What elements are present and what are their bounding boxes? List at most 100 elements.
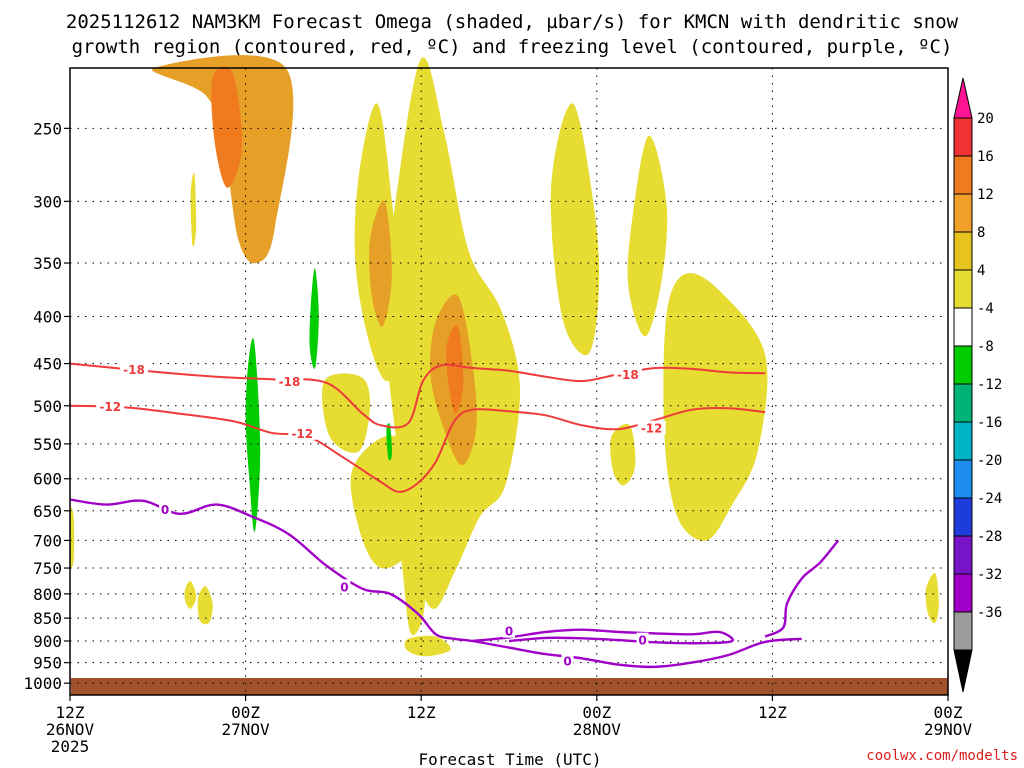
omega-region-mid-east-2 bbox=[663, 273, 768, 541]
omega-region-near-surface bbox=[404, 635, 451, 657]
colorbar-segment-4 bbox=[953, 269, 973, 309]
contour-label-bg-6 bbox=[159, 501, 172, 516]
omega-region-mid-center bbox=[322, 373, 371, 453]
y-tick-label-600: 600 bbox=[33, 470, 62, 489]
y-tick-label-450: 450 bbox=[33, 355, 62, 374]
contour-0b bbox=[472, 628, 734, 645]
colorbar-segment-9 bbox=[953, 459, 973, 499]
x-tick-label-3-2: 28NOV bbox=[573, 720, 622, 739]
colorbar-label-8: -16 bbox=[977, 415, 1002, 431]
omega-region-east-small bbox=[610, 423, 636, 486]
contour-label-5: -12 bbox=[641, 422, 663, 436]
credit-text: coolwx.com/modelts bbox=[866, 748, 1018, 764]
colorbar-label-1: 16 bbox=[977, 149, 994, 165]
omega-region-upper-left-sliver bbox=[190, 172, 197, 247]
x-tick-label-0-1: 12Z bbox=[56, 703, 85, 722]
contour-label-bg-7 bbox=[338, 579, 351, 594]
colorbar-label-3: 8 bbox=[977, 225, 985, 241]
contour-labels-layer: -18 -18 -18 -12 -12 -12 0 0 0 0 0 bbox=[96, 361, 666, 669]
y-tick-label-700: 700 bbox=[33, 531, 62, 550]
colorbar: 20 16 12 8 4 -4 -8 -12 -16 -20 -24 -28 -32 -36 bbox=[953, 77, 1002, 693]
y-tick-label-550: 550 bbox=[33, 435, 62, 454]
x-tick-label-1-1: 00Z bbox=[231, 703, 260, 722]
omega-region-plume-upper bbox=[369, 200, 392, 327]
x-axis-label: Forecast Time (UTC) bbox=[418, 750, 601, 768]
y-tick-label-1000: 1000 bbox=[23, 674, 62, 693]
x-tick-label-0-3: 2025 bbox=[51, 737, 90, 756]
colorbar-arrow-bottom bbox=[953, 649, 973, 693]
colorbar-label-4: 4 bbox=[977, 263, 985, 279]
omega-region-plume-core-strong bbox=[446, 324, 464, 414]
y-tick-label-250: 250 bbox=[33, 119, 62, 138]
contour-label-6: 0 bbox=[161, 503, 169, 517]
omega-region-sinking-2 bbox=[309, 268, 319, 369]
omega-region-upper-rising-core bbox=[151, 55, 294, 264]
colorbar-segment-7 bbox=[953, 383, 973, 423]
contour-label-7: 0 bbox=[340, 580, 348, 594]
colorbar-label-0: 20 bbox=[977, 111, 994, 127]
x-tick-label-5-1: 00Z bbox=[934, 703, 963, 722]
x-tick-label-2-1: 12Z bbox=[407, 703, 436, 722]
contour-0 bbox=[69, 498, 802, 669]
omega-region-left-small-2 bbox=[197, 586, 213, 625]
contour-label-bg-4 bbox=[288, 425, 317, 440]
colorbar-segment-6 bbox=[953, 345, 973, 385]
terrain-band bbox=[71, 678, 948, 695]
y-tick-label-500: 500 bbox=[33, 397, 62, 416]
colorbar-segment-11 bbox=[953, 535, 973, 575]
plot-frame bbox=[69, 67, 949, 696]
contour-label-bg-0 bbox=[120, 361, 149, 376]
omega-region-mid-east-3 bbox=[550, 103, 600, 356]
contour-label-bg-5 bbox=[637, 420, 666, 435]
colorbar-label-13: -36 bbox=[977, 605, 1002, 621]
contour-label-8: 0 bbox=[505, 625, 513, 639]
colorbar-label-10: -24 bbox=[977, 491, 1002, 507]
y-tick-label-900: 900 bbox=[33, 632, 62, 651]
contour-label-3: -12 bbox=[99, 400, 121, 414]
colorbar-label-5: -4 bbox=[977, 301, 994, 317]
x-tick-label-1-2: 27NOV bbox=[222, 720, 271, 739]
y-axis-ticks: 250 300 350 400 450 500 550 600 650 700 750 800 850 9… bbox=[23, 119, 70, 693]
contour-label-2: -18 bbox=[617, 368, 639, 382]
omega-region-upper-rising-strong bbox=[211, 66, 243, 188]
colorbar-segment-5 bbox=[953, 307, 973, 347]
chart-title-line1: 2025112612 NAM3KM Forecast Omega (shaded… bbox=[66, 11, 959, 33]
colorbar-segment-13 bbox=[953, 611, 973, 651]
chart-title-line2: growth region (contoured, red, ºC) and f… bbox=[72, 36, 953, 58]
y-tick-label-800: 800 bbox=[33, 585, 62, 604]
colorbar-label-2: 12 bbox=[977, 187, 994, 203]
colorbar-segment-8 bbox=[953, 421, 973, 461]
omega-region-sinking-3 bbox=[386, 423, 392, 461]
contour-label-10: 0 bbox=[638, 634, 646, 648]
contour-label-bg-10 bbox=[636, 632, 649, 647]
omega-shading-layer bbox=[69, 55, 939, 657]
y-tick-label-950: 950 bbox=[33, 654, 62, 673]
contour-label-bg-9 bbox=[561, 653, 574, 668]
contour-label-9: 0 bbox=[563, 655, 571, 669]
y-tick-label-400: 400 bbox=[33, 307, 62, 326]
omega-region-sinking-1 bbox=[245, 338, 261, 533]
contour-0c bbox=[764, 539, 840, 638]
colorbar-segment-12 bbox=[953, 573, 973, 613]
colorbar-label-7: -12 bbox=[977, 377, 1002, 393]
colorbar-label-12: -32 bbox=[977, 567, 1002, 583]
colorbar-segment-2 bbox=[953, 193, 973, 233]
colorbar-segment-0 bbox=[953, 117, 973, 157]
y-tick-label-650: 650 bbox=[33, 502, 62, 521]
contour-label-4: -12 bbox=[291, 427, 313, 441]
y-tick-label-300: 300 bbox=[33, 192, 62, 211]
omega-region-left-small bbox=[184, 581, 197, 609]
contour-label-bg-3 bbox=[96, 398, 125, 413]
y-tick-label-750: 750 bbox=[33, 559, 62, 578]
colorbar-segment-1 bbox=[953, 155, 973, 195]
omega-region-mid-east-1 bbox=[627, 135, 668, 337]
colorbar-arrow-top bbox=[953, 77, 973, 119]
contour-label-bg-1 bbox=[275, 374, 304, 389]
x-tick-label-3-1: 00Z bbox=[582, 703, 611, 722]
y-tick-label-350: 350 bbox=[33, 254, 62, 273]
x-tick-label-5-2: 29NOV bbox=[924, 720, 973, 739]
colorbar-label-9: -20 bbox=[977, 453, 1002, 469]
contour-label-0: -18 bbox=[123, 363, 145, 377]
contour--18 bbox=[69, 362, 766, 429]
